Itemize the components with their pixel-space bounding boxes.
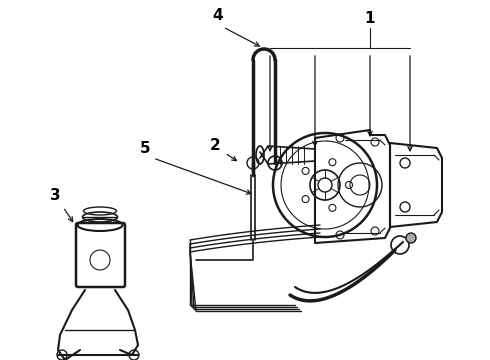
Text: 3: 3 xyxy=(49,188,60,202)
Text: 4: 4 xyxy=(213,8,223,23)
Text: 1: 1 xyxy=(365,10,375,26)
Text: 2: 2 xyxy=(210,138,220,153)
Circle shape xyxy=(406,233,416,243)
Text: 5: 5 xyxy=(140,140,150,156)
